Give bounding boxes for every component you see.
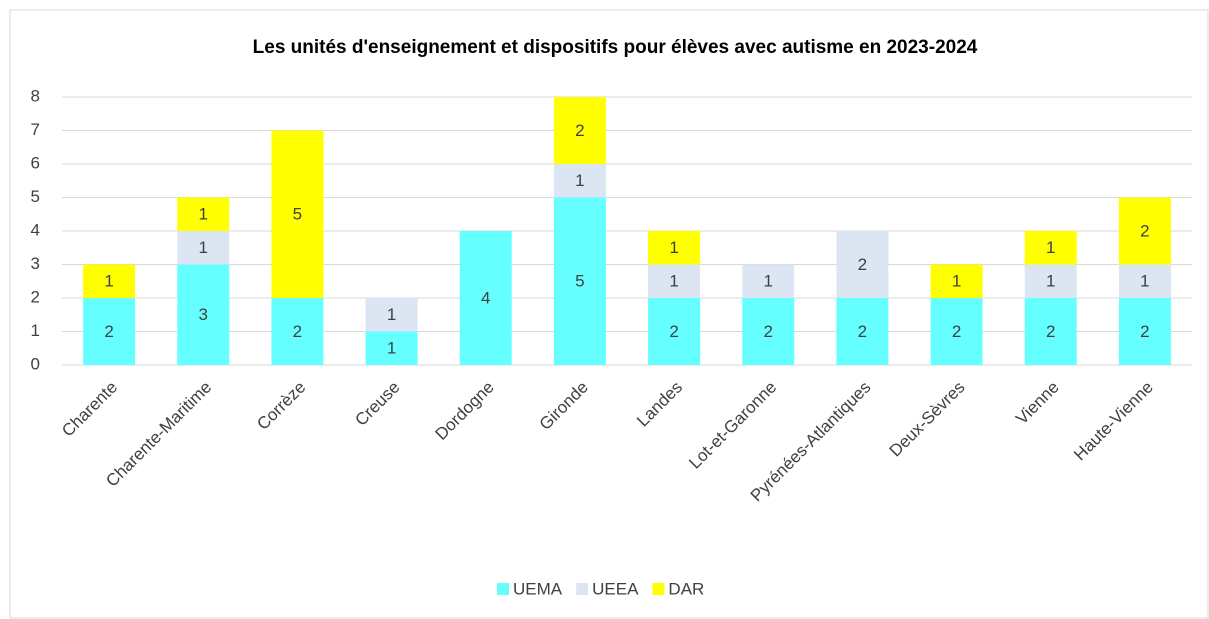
bar-segment: [1118, 298, 1171, 365]
legend-label: DAR: [668, 579, 704, 598]
bar-segment: [553, 164, 606, 198]
bar-segment: [177, 197, 230, 231]
data-label: 4: [481, 288, 490, 307]
data-label: 2: [858, 255, 867, 274]
data-label: 1: [199, 205, 208, 224]
data-label: 1: [104, 272, 113, 291]
data-label: 1: [1046, 272, 1055, 291]
bar-segment: [648, 264, 701, 298]
bar-segment: [930, 264, 983, 298]
data-label: 2: [293, 322, 302, 341]
y-tick-label: 3: [31, 254, 40, 273]
data-label: 2: [858, 322, 867, 341]
bar-segment: [1118, 197, 1171, 265]
data-label: 2: [104, 322, 113, 341]
bar-segment: [177, 231, 230, 265]
y-tick-label: 5: [31, 187, 40, 206]
data-label: 5: [575, 272, 584, 291]
data-label: 2: [1046, 322, 1055, 341]
data-label: 2: [669, 322, 678, 341]
legend-swatch: [652, 583, 665, 595]
bar-segment: [742, 264, 795, 298]
y-tick-label: 8: [31, 86, 40, 105]
data-label: 5: [293, 205, 302, 224]
bar-segment: [930, 298, 983, 365]
data-label: 1: [1046, 238, 1055, 257]
legend-swatch: [576, 583, 589, 595]
chart-title: Les unités d'enseignement et dispositifs…: [253, 37, 978, 58]
data-label: 1: [764, 272, 773, 291]
bar-segment: [836, 298, 889, 365]
data-label: 1: [669, 272, 678, 291]
y-tick-label: 1: [31, 321, 40, 340]
bar-segment: [365, 298, 418, 332]
data-label: 2: [1140, 322, 1149, 341]
data-label: 1: [952, 272, 961, 291]
y-tick-label: 6: [31, 153, 40, 172]
data-label: 2: [764, 322, 773, 341]
bar-segment: [553, 197, 606, 365]
bar-segment: [1024, 231, 1077, 265]
bar-segment: [459, 231, 512, 365]
data-label: 1: [1140, 272, 1149, 291]
bar-segment: [83, 298, 136, 365]
data-label: 3: [199, 305, 208, 324]
bar-segment: [365, 331, 418, 365]
bar-segment: [177, 264, 230, 365]
data-label: 1: [575, 171, 584, 190]
data-label: 2: [575, 121, 584, 140]
data-label: 1: [387, 339, 396, 358]
legend-swatch: [497, 583, 509, 595]
legend-label: UEEA: [592, 579, 639, 598]
data-label: 1: [199, 238, 208, 257]
data-label: 1: [669, 238, 678, 257]
data-label: 1: [387, 305, 396, 324]
y-tick-label: 4: [31, 220, 40, 239]
data-label: 2: [1140, 221, 1149, 240]
bar-segment: [742, 298, 795, 365]
bar-segment: [1024, 298, 1077, 365]
bar-segment: [1118, 264, 1171, 298]
bar-segment: [648, 298, 701, 365]
y-tick-label: 7: [31, 120, 40, 139]
y-tick-label: 2: [31, 287, 40, 306]
bar-segment: [271, 298, 324, 365]
bar-segment: [271, 130, 324, 298]
bar-segment: [648, 231, 701, 265]
legend-label: UEMA: [513, 579, 563, 598]
bar-segment: [83, 264, 136, 298]
y-tick-label: 0: [31, 354, 40, 373]
bar-segment: [836, 231, 889, 298]
bar-segment: [1024, 264, 1077, 298]
data-label: 2: [952, 322, 961, 341]
bar-segment: [553, 97, 606, 164]
